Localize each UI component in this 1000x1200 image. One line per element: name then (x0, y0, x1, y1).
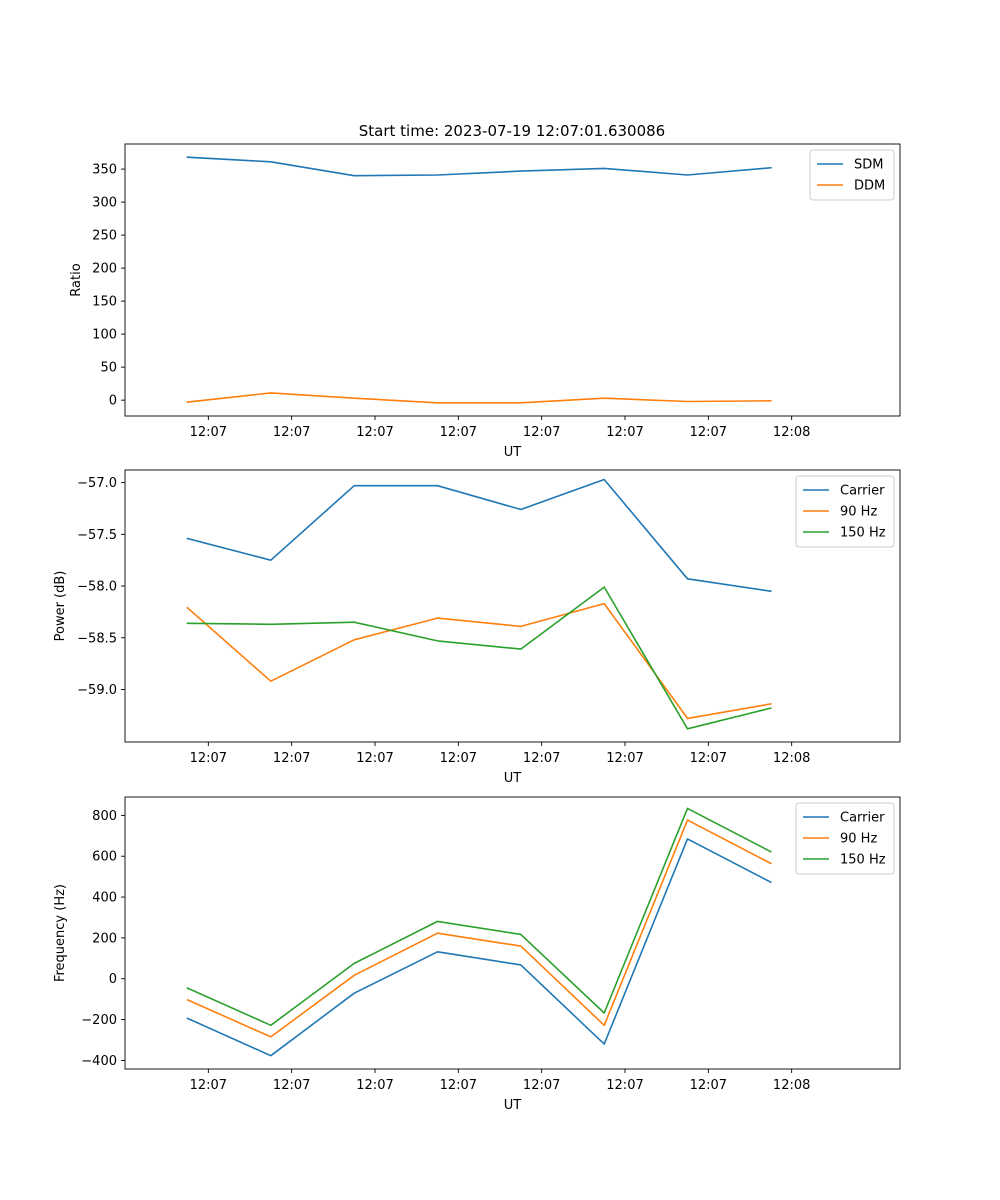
series-line-90-hz (186, 819, 772, 1038)
x-tick-label: 12:07 (190, 751, 227, 766)
legend: Carrier 90 Hz 150 Hz (795, 475, 895, 548)
y-tick-label: 350 (92, 163, 117, 178)
y-axis-label: Power (dB) (53, 571, 68, 642)
y-tick-label: 250 (92, 229, 117, 244)
legend-box (809, 149, 895, 201)
series-line-150-hz (186, 807, 772, 1027)
panel-2: 12:07 12:07 12:07 12:07 12:07 12:07 12:07 12:08… (53, 469, 901, 786)
figure-title: Start time: 2023-07-19 12:07:01.630086 (359, 122, 665, 140)
y-tick-label: 100 (92, 328, 117, 343)
x-tick-label: 12:08 (773, 751, 810, 766)
y-tick-label: −57.5 (77, 528, 117, 543)
y-tick-label: −58.0 (77, 580, 117, 595)
y-tick-label: 300 (92, 196, 117, 211)
x-axis-label: UT (504, 445, 522, 460)
y-tick-label: 150 (92, 295, 117, 310)
y-tick-label: 200 (92, 262, 117, 277)
y-tick-label: 600 (92, 850, 117, 865)
legend-box (795, 802, 895, 875)
y-tick-label: 50 (100, 361, 117, 376)
x-tick-label: 12:07 (440, 425, 477, 440)
x-tick-label: 12:07 (356, 1078, 393, 1093)
x-tick-label: 12:07 (190, 425, 227, 440)
legend-label: 90 Hz (840, 832, 877, 847)
x-tick-label: 12:07 (273, 1078, 310, 1093)
legend-label: SDM (854, 158, 883, 173)
panels: 12:07 12:07 12:07 12:07 12:07 12:07 12:07 12:08… (53, 143, 901, 1113)
legend: SDM DDM (809, 149, 895, 201)
x-tick-label: 12:07 (356, 425, 393, 440)
y-axis-label: Frequency (Hz) (53, 884, 68, 982)
x-tick-label: 12:07 (440, 1078, 477, 1093)
x-tick-label: 12:07 (606, 1078, 643, 1093)
legend-label: 90 Hz (840, 505, 877, 520)
axes-frame (124, 796, 901, 1070)
x-axis-label: UT (504, 771, 522, 786)
x-tick-label: 12:07 (606, 751, 643, 766)
legend-label: Carrier (840, 484, 885, 499)
x-tick-label: 12:07 (523, 1078, 560, 1093)
series-line-150-hz (186, 586, 772, 730)
legend-label: DDM (854, 179, 885, 194)
y-tick-label: −59.0 (77, 683, 117, 698)
x-tick-label: 12:07 (690, 751, 727, 766)
x-tick-label: 12:07 (440, 751, 477, 766)
y-tick-label: 800 (92, 809, 117, 824)
series-line-carrier (186, 478, 772, 593)
x-tick-label: 12:07 (523, 751, 560, 766)
panel-1: 12:07 12:07 12:07 12:07 12:07 12:07 12:07 12:08… (69, 143, 901, 460)
axes-frame (124, 469, 901, 743)
legend-label: 150 Hz (840, 526, 886, 541)
series-line-ddm (186, 392, 772, 404)
y-axis-label: Ratio (69, 263, 84, 296)
x-tick-label: 12:07 (356, 751, 393, 766)
x-tick-label: 12:08 (773, 1078, 810, 1093)
x-tick-label: 12:07 (606, 425, 643, 440)
x-tick-label: 12:07 (273, 425, 310, 440)
x-tick-label: 12:07 (190, 1078, 227, 1093)
y-tick-label: 0 (109, 394, 117, 409)
y-tick-label: 400 (92, 891, 117, 906)
y-tick-label: −57.0 (77, 476, 117, 491)
x-tick-label: 12:07 (523, 425, 560, 440)
y-tick-label: 0 (109, 972, 117, 987)
legend: Carrier 90 Hz 150 Hz (795, 802, 895, 875)
y-tick-label: −58.5 (77, 631, 117, 646)
legend-label: 150 Hz (840, 853, 886, 868)
y-tick-label: −200 (81, 1013, 117, 1028)
legend-label: Carrier (840, 811, 885, 826)
legend-box (795, 475, 895, 548)
x-tick-label: 12:07 (690, 425, 727, 440)
y-tick-label: −400 (81, 1054, 117, 1069)
x-axis-label: UT (504, 1098, 522, 1113)
axes-frame (124, 143, 901, 417)
x-tick-label: 12:08 (773, 425, 810, 440)
y-tick-label: 200 (92, 931, 117, 946)
panel-3: 12:07 12:07 12:07 12:07 12:07 12:07 12:07 12:08… (53, 796, 901, 1113)
x-tick-label: 12:07 (273, 751, 310, 766)
series-line-sdm (186, 156, 772, 177)
series-line-90-hz (186, 602, 772, 720)
series-line-carrier (186, 838, 772, 1057)
x-tick-label: 12:07 (690, 1078, 727, 1093)
